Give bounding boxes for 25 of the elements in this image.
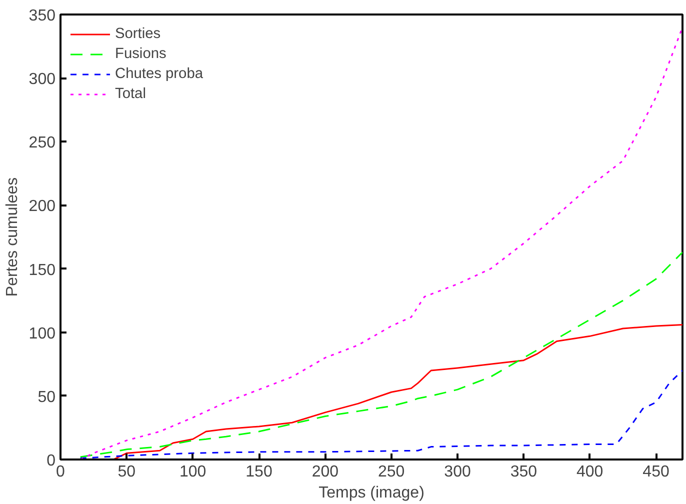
legend-label: Total <box>115 86 146 102</box>
legend-label: Sorties <box>115 26 161 42</box>
y-tick-label: 150 <box>28 262 56 279</box>
x-tick-label: 250 <box>378 464 405 480</box>
y-tick-label: 50 <box>38 388 56 406</box>
x-tick-label: 300 <box>444 464 471 480</box>
x-tick-label: 50 <box>118 464 136 480</box>
x-tick-label: 150 <box>246 464 272 480</box>
y-axis-title: Pertes cumulees <box>4 177 21 297</box>
x-tick-label: 100 <box>179 464 206 480</box>
line-series <box>80 370 682 459</box>
y-tick-label: 0 <box>46 452 56 470</box>
legend-label: Chutes proba <box>115 66 203 82</box>
y-tick-label: 350 <box>28 8 56 24</box>
y-tick-label: 300 <box>28 71 56 88</box>
line-series <box>80 252 682 458</box>
x-tick-label: 450 <box>642 464 670 480</box>
x-tick-label: 200 <box>312 464 339 480</box>
x-axis-title: Temps (image) <box>318 484 424 502</box>
y-tick-label: 100 <box>28 325 56 342</box>
y-tick-label: 250 <box>28 134 56 152</box>
x-tick-label: 350 <box>510 464 538 480</box>
y-tick-label: 200 <box>28 198 56 216</box>
legend-label: Fusions <box>115 46 166 62</box>
x-tick-label: 400 <box>576 464 604 480</box>
